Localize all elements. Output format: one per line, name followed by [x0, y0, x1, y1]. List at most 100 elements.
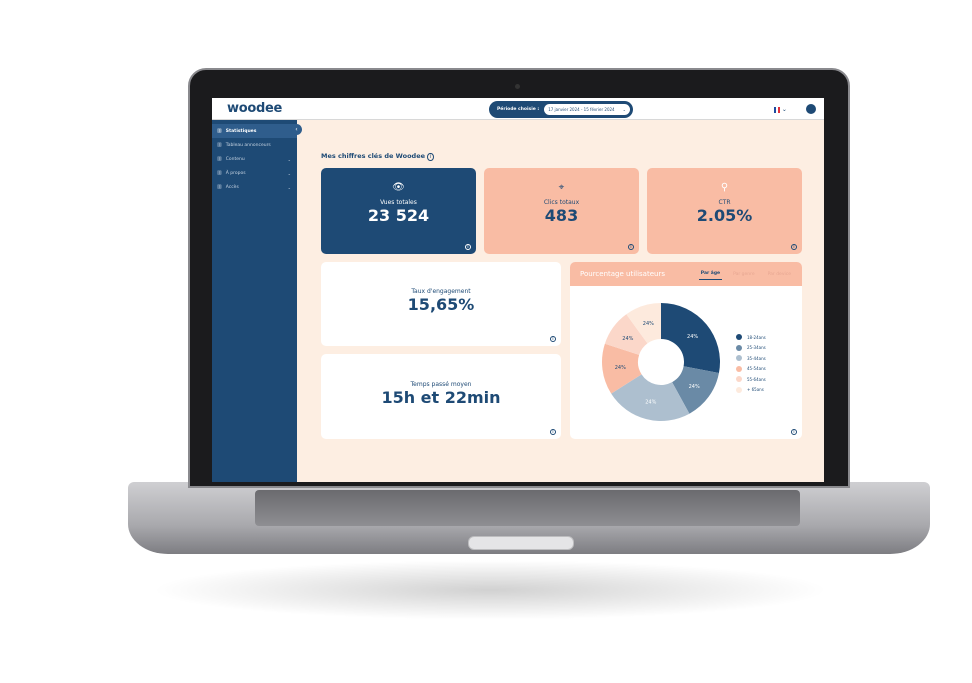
sidebar-item-statistiques[interactable]: ▥ Statistiques — [212, 124, 297, 138]
tab-par-age[interactable]: Par âge — [698, 268, 723, 280]
magnifier-icon: ⚲ — [720, 182, 729, 193]
info-icon[interactable]: i — [628, 244, 634, 250]
sidebar-item-a-propos[interactable]: ▥ À propos ⌄ — [212, 166, 297, 180]
legend-item: 35-44ans — [736, 353, 766, 364]
chart-icon: ▥ — [217, 170, 222, 176]
cursor-click-icon: ⌖ — [558, 182, 565, 193]
chevron-down-icon: ⌄ — [287, 170, 291, 176]
chart-icon: ▥ — [217, 184, 222, 190]
pie-slice-25-34ans[interactable] — [672, 366, 719, 414]
legend-label: 35-44ans — [747, 355, 766, 361]
top-header: woodee Période choisie : 17 janvier 2024… — [212, 98, 824, 120]
legend-swatch — [736, 355, 742, 362]
pie-slice-35-44ans[interactable] — [611, 374, 690, 421]
legend-item: + 65ans — [736, 385, 766, 396]
kpi-label: Clics totaux — [543, 199, 580, 206]
chart-icon: ▥ — [217, 142, 222, 148]
logo[interactable]: woodee — [227, 101, 283, 116]
info-icon[interactable]: i — [791, 244, 797, 250]
page-title-text: Mes chiffres clés de Woodee — [321, 152, 426, 160]
legend-item: 45-54ans — [736, 364, 766, 375]
pie-data-label: 24% — [687, 334, 698, 340]
pie-data-label: 24% — [643, 321, 654, 327]
pie-data-label: 24% — [645, 400, 656, 406]
legend-label: + 65ans — [747, 387, 764, 393]
screen: woodee Période choisie : 17 janvier 2024… — [212, 98, 824, 482]
kpi-label: Temps passé moyen — [410, 381, 472, 388]
period-dropdown[interactable]: 17 janvier 2024 - 15 février 2024 ⌄ — [544, 104, 630, 115]
kpi-value: 15h et 22min — [381, 388, 501, 407]
camera — [515, 84, 520, 89]
pie-slice-18-24ans[interactable] — [661, 303, 720, 374]
pie-data-label: 24% — [615, 365, 626, 371]
kpi-card-temps: Temps passé moyen 15h et 22min i — [321, 354, 561, 439]
chart-icon: ▥ — [217, 128, 222, 134]
legend-label: 18-24ans — [747, 334, 766, 340]
pie-slice--65ans[interactable] — [626, 303, 661, 344]
page-title: Mes chiffres clés de Woodee i — [321, 152, 434, 161]
info-icon[interactable]: i — [791, 429, 797, 435]
legend-swatch — [736, 376, 742, 383]
sidebar-item-tableau-annonceurs[interactable]: ▥ Tableau annonceurs — [212, 138, 297, 152]
laptop-keyboard — [255, 490, 800, 526]
sidebar-item-contenu[interactable]: ▥ Contenu ⌄ — [212, 152, 297, 166]
info-icon[interactable]: i — [550, 429, 556, 435]
laptop-trackpad-notch — [468, 536, 574, 550]
chevron-left-icon: ‹ — [295, 126, 298, 133]
legend-swatch — [736, 365, 742, 372]
sidebar-item-acces[interactable]: ▥ Accès ⌄ — [212, 180, 297, 194]
legend-label: 25-34ans — [747, 345, 766, 351]
sidebar: ▥ Statistiques ▥ Tableau annonceurs ▥ Conte… — [212, 120, 297, 482]
pie-data-label: 24% — [689, 384, 700, 390]
info-icon[interactable]: i — [427, 153, 434, 161]
france-flag-icon — [774, 106, 780, 113]
kpi-value: 23 524 — [367, 206, 430, 225]
pie-legend: 18-24ans 25-34ans 35-44ans 45-54ans 55-64ans… — [736, 332, 766, 395]
sidebar-item-label: Tableau annonceurs — [225, 142, 271, 148]
legend-swatch — [736, 344, 742, 351]
legend-swatch — [736, 334, 742, 341]
info-icon[interactable]: i — [550, 336, 556, 342]
kpi-card-engagement: Taux d'engagement 15,65% i — [321, 262, 561, 346]
chevron-down-icon: ⌄ — [287, 184, 291, 190]
tab-par-genre[interactable]: Par genre — [733, 271, 755, 277]
sidebar-item-label: Statistiques — [225, 128, 257, 134]
kpi-value: 2.05% — [696, 206, 753, 225]
pie-slice-45-54ans[interactable] — [602, 343, 642, 394]
tab-par-device[interactable]: Par device — [767, 271, 791, 277]
kpi-card-clics: ⌖ Clics totaux 483 i — [484, 168, 639, 254]
period-label: Période choisie : — [497, 107, 540, 112]
kpi-label: Vues totales — [380, 199, 417, 206]
chevron-down-icon: ⌄ — [781, 106, 787, 113]
pie-header: Pourcentage utilisateurs Par âge Par gen… — [570, 262, 802, 286]
legend-item: 55-64ans — [736, 374, 766, 385]
legend-label: 55-64ans — [747, 376, 766, 382]
kpi-value: 483 — [544, 206, 579, 225]
chevron-down-icon: ⌄ — [287, 156, 291, 162]
pie-slice-55-64ans[interactable] — [604, 314, 648, 355]
collapse-sidebar-button[interactable]: ‹ — [291, 124, 302, 135]
kpi-label: Taux d'engagement — [411, 288, 471, 295]
user-avatar-icon[interactable] — [806, 104, 816, 114]
sidebar-item-label: Accès — [225, 184, 239, 190]
legend-item: 25-34ans — [736, 343, 766, 354]
sidebar-item-label: Contenu — [225, 156, 245, 162]
chevron-down-icon: ⌄ — [622, 107, 626, 112]
legend-item: 18-24ans — [736, 332, 766, 343]
donut-chart: 24% 24% 24% 24% 24% 24% — [602, 303, 720, 421]
legend-label: 45-54ans — [747, 366, 766, 372]
sidebar-item-label: À propos — [225, 170, 246, 176]
eye-icon: 👁 — [392, 182, 405, 193]
users-pie-card: Pourcentage utilisateurs Par âge Par gen… — [570, 262, 802, 439]
period-selector[interactable]: Période choisie : 17 janvier 2024 - 15 f… — [489, 101, 633, 118]
pie-data-label: 24% — [622, 336, 633, 342]
period-value: 17 janvier 2024 - 15 février 2024 — [548, 107, 615, 112]
kpi-card-ctr: ⚲ CTR 2.05% i — [647, 168, 802, 254]
language-selector[interactable]: ⌄ — [774, 106, 787, 113]
pie-title: Pourcentage utilisateurs — [580, 270, 665, 278]
kpi-value: 15,65% — [407, 295, 475, 314]
legend-swatch — [736, 386, 742, 393]
info-icon[interactable]: i — [465, 244, 471, 250]
kpi-label: CTR — [718, 199, 731, 206]
chart-icon: ▥ — [217, 156, 222, 162]
